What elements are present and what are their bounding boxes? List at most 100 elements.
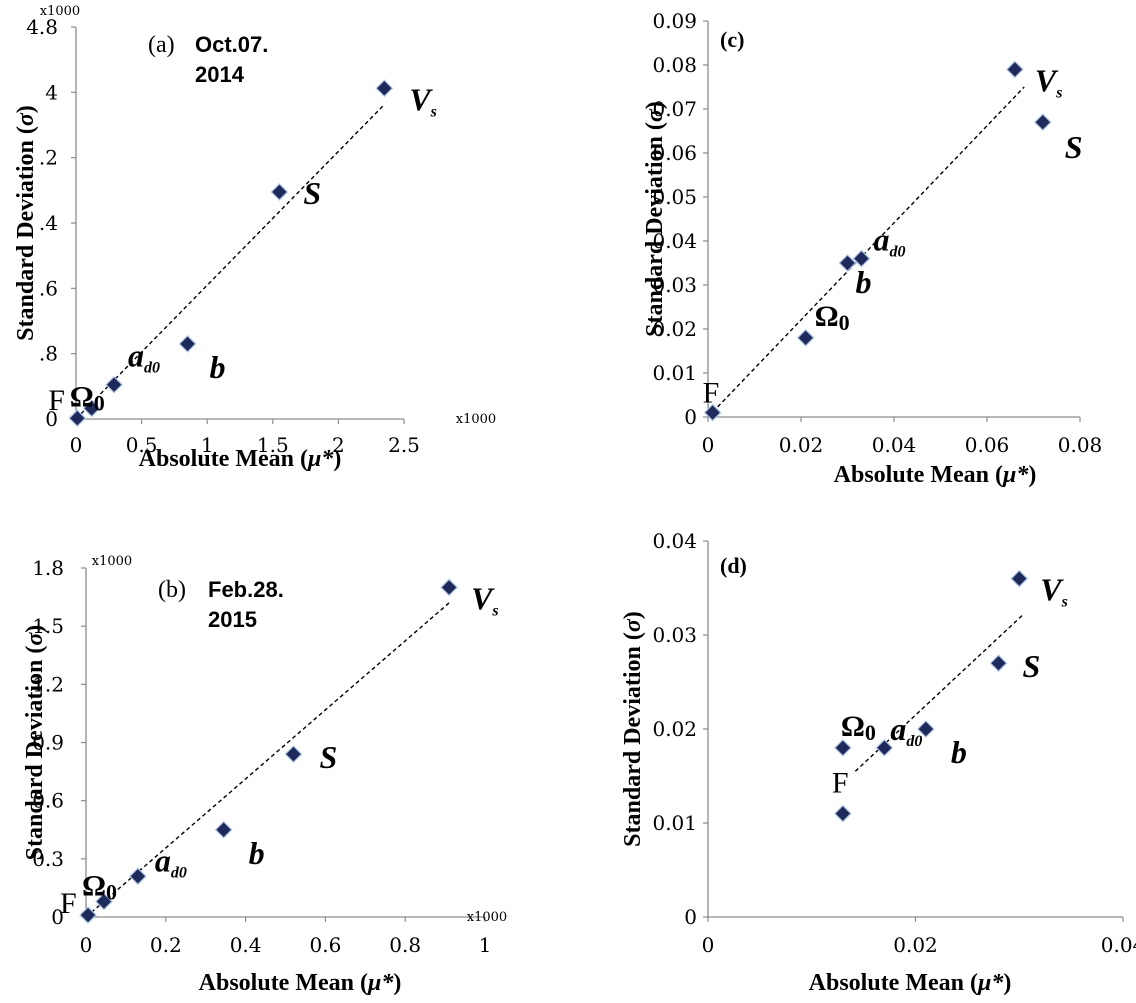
panel-a-x-multiplier: x1000 bbox=[456, 412, 496, 427]
panel-c-trendline bbox=[707, 86, 1025, 418]
panel-a-point-omega0 bbox=[82, 399, 101, 418]
panel-c-y-tick-label: 0.06 bbox=[652, 141, 697, 165]
panel-b-x-axis-label: Absolute Mean (μ*) bbox=[199, 970, 402, 996]
panel-d-x-tick-label: 0 bbox=[702, 933, 715, 957]
panel-c-point-ad0 bbox=[852, 249, 871, 268]
panel-b-point-f bbox=[79, 906, 97, 924]
panel-b-point-s bbox=[284, 745, 303, 763]
panel-d-y-tick-label: 0.03 bbox=[652, 623, 697, 647]
panel-c-y-tick-label: 0.02 bbox=[652, 317, 697, 341]
panel-d-point-vs bbox=[1010, 569, 1029, 588]
panel-c-point-s bbox=[1033, 113, 1052, 132]
panel-d-y-tick-label: 0.01 bbox=[652, 811, 697, 835]
panel-c-y-tick-label: 0.09 bbox=[652, 9, 697, 33]
panel-a-point-label-ad0: ad0 bbox=[128, 338, 160, 377]
panel-d-point-omega0 bbox=[834, 738, 852, 757]
panel-a-x-tick-label: 0.5 bbox=[126, 433, 158, 457]
panel-b-point-ad0 bbox=[129, 867, 147, 886]
panel-b-point-label-b: b bbox=[249, 835, 265, 871]
panel-a-y-tick-label: .2 bbox=[39, 146, 58, 170]
panel-c-y-tick-label: 0 bbox=[684, 405, 697, 429]
panel-c-point-label-vs: Vs bbox=[1035, 62, 1063, 101]
panel-b-x-multiplier: x1000 bbox=[467, 910, 507, 925]
panel-b-date-line1: Feb.28. bbox=[208, 577, 284, 602]
panel-c-x-tick-label: 0 bbox=[702, 433, 715, 457]
panel-a-point-label-b: b bbox=[210, 349, 226, 385]
panel-b-y-tick-label: 0.6 bbox=[32, 789, 64, 813]
panel-a-y-axis-label: Standard Deviation (σ) bbox=[13, 105, 39, 341]
panel-d-point-s bbox=[989, 654, 1008, 673]
panel-a-x-tick-label: 2 bbox=[332, 433, 345, 457]
panel-a-point-label-omega0: Ω0 bbox=[70, 380, 105, 415]
panel-b-point-label-vs: Vs bbox=[471, 580, 499, 619]
panel-d-x-axis-label: Absolute Mean (μ*) bbox=[809, 970, 1012, 996]
panel-a-x-tick-label: 1 bbox=[201, 433, 214, 457]
panel-d-point-label-b: b bbox=[951, 734, 967, 770]
panel-c-y-tick-label: 0.08 bbox=[652, 53, 697, 77]
panel-a-point-s bbox=[270, 183, 289, 201]
panel-c-point-b bbox=[838, 254, 857, 272]
panel-b-point-vs bbox=[440, 578, 458, 597]
panel-b-y-tick-label: 1.8 bbox=[32, 556, 64, 580]
panel-c: 0 0.01 0.02 0.03 0.04 0.05 0.06 0.07 0.08 0.09 0 0.… bbox=[642, 9, 1102, 488]
panel-a-point-label-s: S bbox=[303, 175, 321, 211]
panel-b-y-tick-label: 0.3 bbox=[32, 847, 64, 871]
panel-b-x-tick-label: 0.8 bbox=[389, 933, 421, 957]
panel-a-x-tick-label: 0 bbox=[70, 433, 83, 457]
panel-a-y-tick-label: 0 bbox=[45, 407, 58, 431]
panel-d-point-label-vs: Vs bbox=[1040, 572, 1068, 611]
panel-b-x-tick-label: 0.4 bbox=[230, 933, 262, 957]
panel-b-y-tick-label: 0.9 bbox=[32, 731, 64, 755]
panel-a-point-f bbox=[68, 409, 87, 428]
panel-a-y-tick-label: .8 bbox=[39, 342, 58, 366]
panel-d-point-label-ad0: ad0 bbox=[890, 711, 922, 750]
panel-b-y-tick-label: 1.5 bbox=[32, 614, 64, 638]
panel-a-trendline bbox=[75, 104, 385, 420]
panel-c-point-omega0 bbox=[796, 328, 815, 347]
panel-a-point-label-f: F bbox=[48, 384, 65, 417]
panel-a-letter: (a) bbox=[148, 32, 175, 58]
panel-c-point-label-ad0: ad0 bbox=[873, 222, 905, 261]
panel-a-y-tick-label: 4 bbox=[45, 80, 58, 104]
panel-b: 0 0.3 0.6 0.9 1.2 1.5 1.8 0 0.2 0.4 0.6 0.8 1 x1000 x1… bbox=[22, 554, 507, 996]
panel-d-y-tick-label: 0.04 bbox=[652, 529, 697, 553]
panel-c-point-label-omega0: Ω0 bbox=[815, 300, 850, 335]
panel-d-x-tick-label: 0.02 bbox=[893, 933, 938, 957]
panel-b-point-omega0 bbox=[95, 892, 113, 911]
panel-c-x-axis-label: Absolute Mean (μ*) bbox=[834, 462, 1037, 488]
panel-a-y-multiplier: x1000 bbox=[40, 4, 80, 19]
panel-b-y-multiplier: x1000 bbox=[92, 554, 132, 569]
panel-d-point-label-s: S bbox=[1023, 648, 1041, 684]
panel-c-y-tick-label: 0.03 bbox=[652, 273, 697, 297]
panel-d-x-tick-label: 0.04 bbox=[1101, 933, 1136, 957]
panel-a-point-label-vs: Vs bbox=[409, 81, 437, 120]
panel-b-y-tick-label: 0 bbox=[51, 905, 64, 929]
panel-b-y-axis-label: Standard Deviation (σ) bbox=[22, 625, 48, 861]
panel-c-point-f bbox=[703, 403, 722, 422]
panel-a-x-axis-label: Absolute Mean (μ*) bbox=[139, 446, 342, 472]
panel-c-x-tick-label: 0.08 bbox=[1058, 433, 1103, 457]
panel-b-x-tick-label: 0.2 bbox=[150, 933, 182, 957]
panel-a-point-b bbox=[178, 335, 197, 353]
panel-c-y-tick-label: 0.05 bbox=[652, 185, 697, 209]
panel-d-point-label-f: F bbox=[832, 767, 849, 800]
panel-d-point-label-omega0: Ω0 bbox=[841, 710, 876, 745]
panel-c-x-tick-label: 0.06 bbox=[965, 433, 1010, 457]
panel-b-point-label-ad0: ad0 bbox=[155, 842, 187, 881]
panel-a-point-vs bbox=[375, 79, 394, 98]
panel-a: 0 .8 .6 .4 .2 4 4.8 0 0.5 1 1.5 2 2.5 x1000 x1000 Absol… bbox=[13, 4, 496, 472]
panel-c-y-tick-label: 0.04 bbox=[652, 229, 697, 253]
panel-a-date-line1: Oct.07. bbox=[195, 32, 268, 57]
panel-c-y-axis-label: Standard Deviation (σ) bbox=[642, 101, 668, 337]
panel-c-point-vs bbox=[1006, 60, 1024, 79]
panel-c-x-tick-label: 0.04 bbox=[872, 433, 917, 457]
panel-c-y-tick-label: 0.07 bbox=[652, 97, 697, 121]
panel-d-point-ad0 bbox=[875, 738, 894, 757]
panel-b-point-label-s: S bbox=[319, 739, 337, 775]
panel-a-y-tick-label: .6 bbox=[39, 276, 58, 300]
panel-d-point-f bbox=[834, 804, 852, 823]
panel-b-x-tick-label: 1 bbox=[479, 933, 492, 957]
panel-b-point-b bbox=[214, 820, 233, 839]
panel-d-letter: (d) bbox=[720, 553, 747, 578]
